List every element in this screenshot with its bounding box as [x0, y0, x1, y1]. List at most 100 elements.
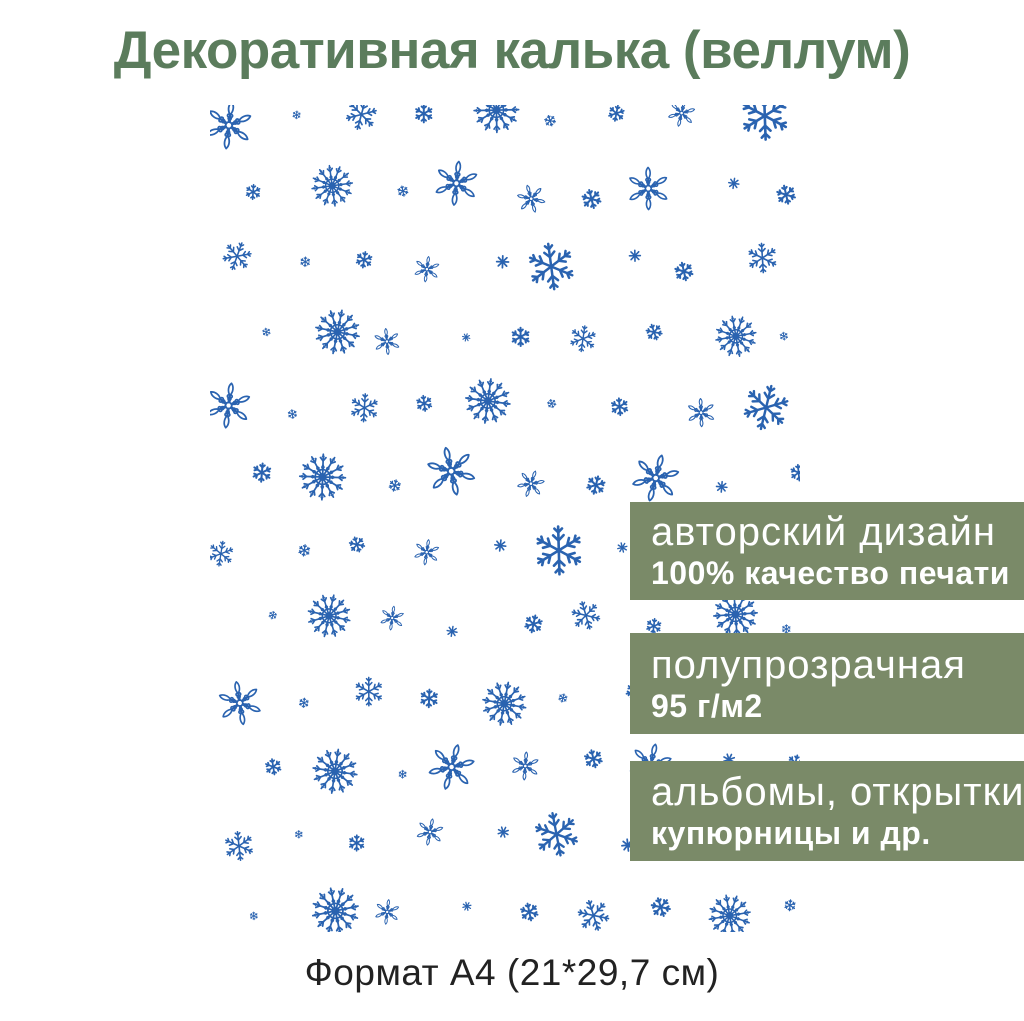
snowflake-icon — [461, 374, 515, 428]
snowflake-icon — [396, 184, 410, 198]
snowflake-icon — [663, 105, 700, 131]
snowflake-icon — [421, 737, 482, 797]
snowflake-icon — [739, 105, 791, 142]
snowflake-icon — [372, 897, 403, 927]
snowflake-icon — [411, 254, 443, 285]
snowflake-icon — [508, 750, 542, 782]
snowflake-icon — [461, 900, 473, 912]
snowflake-icon — [778, 331, 789, 342]
snowflake-icon — [354, 249, 374, 270]
snowflake-icon — [643, 321, 665, 343]
badge-line-bold: 95 г/м2 — [651, 687, 763, 724]
snowflake-icon — [222, 829, 256, 863]
snowflake-icon — [398, 769, 408, 779]
snowflake-icon — [371, 326, 403, 357]
snowflake-icon — [615, 541, 629, 554]
snowflake-icon — [461, 332, 472, 343]
snowflake-icon — [510, 326, 531, 348]
snowflake-icon — [210, 379, 256, 432]
snowflake-icon — [244, 183, 262, 201]
snowflake-icon — [644, 617, 663, 636]
snowflake-icon — [412, 815, 448, 849]
snowflake-icon — [472, 105, 521, 135]
snowflake-icon — [263, 757, 283, 777]
snowflake-icon — [672, 259, 696, 284]
snowflake-icon — [414, 393, 434, 413]
snowflake-icon — [727, 176, 741, 190]
snowflake-icon — [545, 397, 558, 410]
snowflake-icon — [783, 898, 797, 912]
badge-line: полупрозрачная — [651, 642, 966, 687]
snowflake-icon — [210, 538, 236, 569]
snowflake-icon — [522, 612, 545, 636]
snowflake-icon — [210, 105, 258, 153]
snowflake-icon — [286, 408, 298, 420]
snowflake-icon — [530, 808, 583, 861]
snowflake-icon — [430, 158, 483, 209]
snowflake-icon — [789, 463, 800, 483]
snowflake-icon — [299, 256, 311, 268]
snowflake-icon — [512, 465, 550, 502]
snowflake-icon — [349, 392, 380, 424]
snowflake-icon — [419, 688, 440, 709]
snowflake-icon — [542, 113, 558, 129]
snowflake-icon — [261, 326, 272, 338]
snowflake-icon — [410, 537, 443, 568]
snowflake-icon — [249, 911, 259, 921]
snowflake-icon — [567, 323, 599, 355]
snowflake-icon — [493, 538, 508, 553]
badge-usage: альбомы, открытки, купюрницы и др. — [630, 761, 1024, 861]
snowflake-icon — [291, 110, 302, 120]
snowflake-icon — [624, 166, 672, 211]
badge-line: альбомы, открытки, — [651, 770, 1024, 815]
snowflake-icon — [746, 241, 779, 275]
snowflake-icon — [512, 180, 550, 217]
snowflake-icon — [354, 676, 384, 707]
snowflake-icon — [387, 477, 403, 494]
snowflake-icon — [579, 186, 604, 212]
snowflake-icon — [573, 895, 614, 932]
snowflake-icon — [218, 237, 256, 275]
snowflake-icon — [648, 894, 674, 920]
snowflake-icon — [624, 448, 687, 508]
snowflake-icon — [377, 603, 408, 633]
snowflake-icon — [609, 396, 630, 417]
snowflake-icon — [704, 890, 756, 932]
snowflake-icon — [584, 473, 608, 497]
badge-line-bold: купюрницы и др. — [651, 815, 931, 852]
snowflake-icon — [774, 182, 799, 207]
snowflake-icon — [308, 744, 362, 798]
badge-paper-spec: полупрозрачная 95 г/м2 — [630, 633, 1024, 734]
snowflake-icon — [302, 588, 356, 643]
snowflake-icon — [267, 609, 278, 621]
snowflake-icon — [533, 524, 585, 577]
snowflake-icon — [251, 461, 273, 484]
snowflake-icon — [495, 824, 511, 840]
badge-line: авторский дизайн — [651, 510, 996, 555]
snowflake-icon — [568, 597, 604, 634]
snowflake-icon — [495, 254, 510, 269]
snowflake-icon — [628, 249, 642, 263]
snowflake-icon — [419, 441, 483, 502]
snowflake-icon — [581, 747, 605, 771]
snowflake-icon — [297, 543, 312, 558]
snowflake-icon — [708, 309, 764, 364]
snowflake-icon — [307, 161, 357, 211]
snowflake-icon — [298, 696, 310, 709]
snowflake-icon — [518, 900, 541, 924]
snowflake-icon — [414, 105, 434, 124]
snowflake-icon — [445, 624, 459, 638]
badge-line-bold: 100% качество печати — [651, 555, 1010, 592]
snowflake-icon — [212, 677, 267, 729]
snowflake-icon — [606, 105, 627, 124]
snowflake-icon — [477, 676, 532, 731]
snowflake-icon — [738, 379, 794, 436]
snowflake-icon — [684, 397, 718, 428]
snowflake-icon — [297, 451, 348, 503]
snowflake-icon — [309, 304, 366, 360]
snowflake-icon — [557, 692, 569, 704]
page-title: Декоративная калька (веллум) — [113, 21, 911, 80]
snowflake-icon — [346, 534, 368, 555]
snowflake-icon — [715, 480, 729, 494]
